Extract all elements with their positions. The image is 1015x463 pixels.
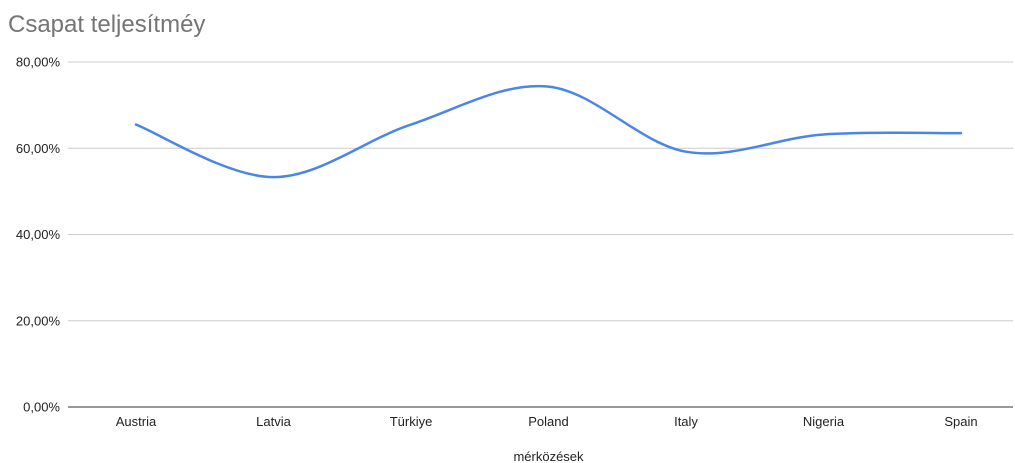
- x-tick-label: Spain: [944, 414, 977, 429]
- x-axis-tick-labels: Austria Latvia Türkiye Poland Italy Nigeria Sp…: [116, 414, 978, 429]
- x-tick-label: Italy: [674, 414, 698, 429]
- y-axis-tick-labels: 0,00% 20,00% 40,00% 60,00% 80,00%: [16, 55, 61, 415]
- y-tick-label: 80,00%: [16, 55, 61, 70]
- x-tick-label: Poland: [528, 414, 568, 429]
- y-tick-label: 0,00%: [23, 400, 60, 415]
- x-tick-label: Nigeria: [803, 414, 845, 429]
- x-axis-title: mérközések: [513, 449, 584, 463]
- series-line: [134, 84, 963, 179]
- x-tick-label: Austria: [116, 414, 157, 429]
- y-tick-label: 60,00%: [16, 141, 61, 156]
- y-tick-label: 20,00%: [16, 313, 61, 328]
- gridlines: [68, 61, 1013, 408]
- x-tick-label: Türkiye: [390, 414, 433, 429]
- series-layer: [134, 84, 963, 179]
- chart-title: Csapat teljesítméy: [8, 11, 205, 38]
- x-tick-label: Latvia: [256, 414, 291, 429]
- y-tick-label: 40,00%: [16, 227, 61, 242]
